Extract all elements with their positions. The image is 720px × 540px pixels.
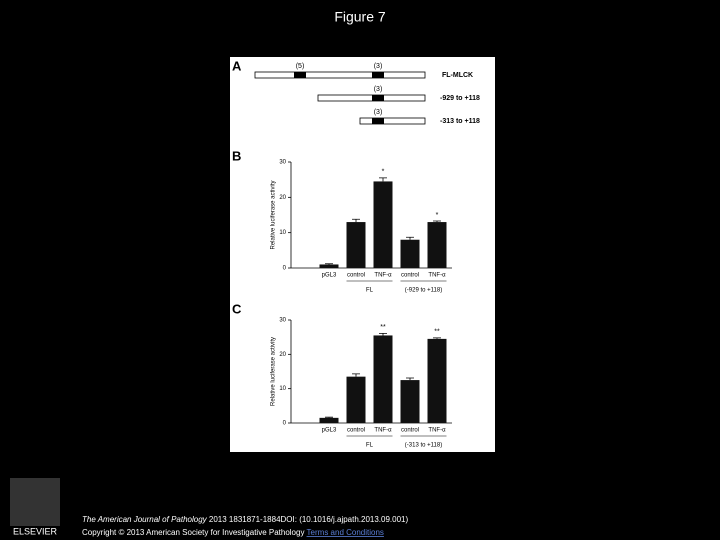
- x-tick-label: TNF-α: [428, 273, 446, 279]
- y-tick-label: 20: [279, 195, 286, 201]
- site-box: [372, 118, 384, 124]
- y-tick-label: 30: [279, 318, 286, 324]
- citation: The American Journal of Pathology 2013 1…: [82, 515, 409, 524]
- x-tick-label: TNF-α: [428, 428, 446, 434]
- construct-bar: [254, 71, 426, 79]
- y-axis-label: Relative luciferase activity: [271, 180, 277, 249]
- significance: **: [380, 324, 386, 331]
- y-tick-label: 10: [279, 230, 286, 236]
- y-tick-label: 20: [279, 352, 286, 358]
- site-label: (3): [374, 86, 383, 93]
- construct-bar: [359, 117, 426, 125]
- slide-title: Figure 7: [334, 9, 386, 25]
- bar: [319, 417, 339, 423]
- site-box: [294, 72, 306, 78]
- panel-label: B: [232, 148, 241, 163]
- bar: [373, 335, 393, 423]
- y-tick-label: 10: [279, 386, 286, 392]
- x-tick-label: control: [401, 428, 419, 434]
- x-tick-label: pGL3: [322, 428, 337, 434]
- group-label: (-929 to +118): [405, 288, 442, 294]
- error-bar: [325, 416, 333, 418]
- significance: *: [436, 212, 439, 219]
- group-label: FL: [366, 443, 374, 449]
- significance: **: [434, 329, 440, 336]
- x-tick-label: pGL3: [322, 273, 337, 279]
- site-label: (5): [296, 63, 305, 70]
- bar: [427, 222, 447, 268]
- site-label: (3): [374, 109, 383, 116]
- y-tick-label: 30: [279, 160, 286, 166]
- copyright-text: Copyright © 2013 American Society for In…: [82, 528, 304, 537]
- group-label: FL: [366, 288, 374, 294]
- y-tick-label: 0: [283, 421, 287, 427]
- error-bar: [433, 220, 441, 223]
- x-tick-label: TNF-α: [374, 428, 392, 434]
- journal: The American Journal of Pathology: [82, 515, 208, 524]
- panel-label: C: [232, 301, 242, 316]
- copyright: Copyright © 2013 American Society for In…: [82, 528, 384, 537]
- x-tick-label: control: [347, 428, 365, 434]
- bar: [373, 181, 393, 268]
- y-tick-label: 0: [283, 266, 287, 272]
- bar: [400, 239, 420, 268]
- x-tick-label: control: [401, 273, 419, 279]
- citation-text: 2013 1831871-1884DOI: (10.1016/j.ajpath.…: [207, 515, 409, 524]
- group-label: (-313 to +118): [405, 443, 442, 449]
- bar: [346, 222, 366, 268]
- significance: *: [382, 169, 385, 176]
- bar: [427, 338, 447, 423]
- panel-label: A: [232, 58, 242, 73]
- error-bar: [325, 263, 333, 265]
- y-axis-label: Relative luciferase activity: [271, 337, 277, 406]
- x-tick-label: TNF-α: [374, 273, 392, 279]
- construct-label: FL-MLCK: [442, 72, 473, 79]
- site-box: [372, 72, 384, 78]
- bar: [319, 264, 339, 268]
- construct-label: -313 to +118: [440, 118, 480, 125]
- site-label: (3): [374, 63, 383, 70]
- error-bar: [352, 218, 360, 223]
- error-bar: [352, 373, 360, 377]
- logo-image: [10, 478, 60, 526]
- error-bar: [406, 377, 414, 381]
- bar: [346, 376, 366, 423]
- site-box: [372, 95, 384, 101]
- error-bar: [379, 177, 387, 182]
- construct-label: -929 to +118: [440, 95, 480, 102]
- error-bar: [406, 236, 414, 240]
- logo-text: ELSEVIER: [13, 526, 58, 536]
- error-bar: [433, 337, 441, 339]
- bar: [400, 380, 420, 423]
- error-bar: [379, 332, 387, 336]
- terms-link[interactable]: Terms and Conditions: [307, 528, 384, 537]
- x-tick-label: control: [347, 273, 365, 279]
- construct-bar: [317, 94, 426, 102]
